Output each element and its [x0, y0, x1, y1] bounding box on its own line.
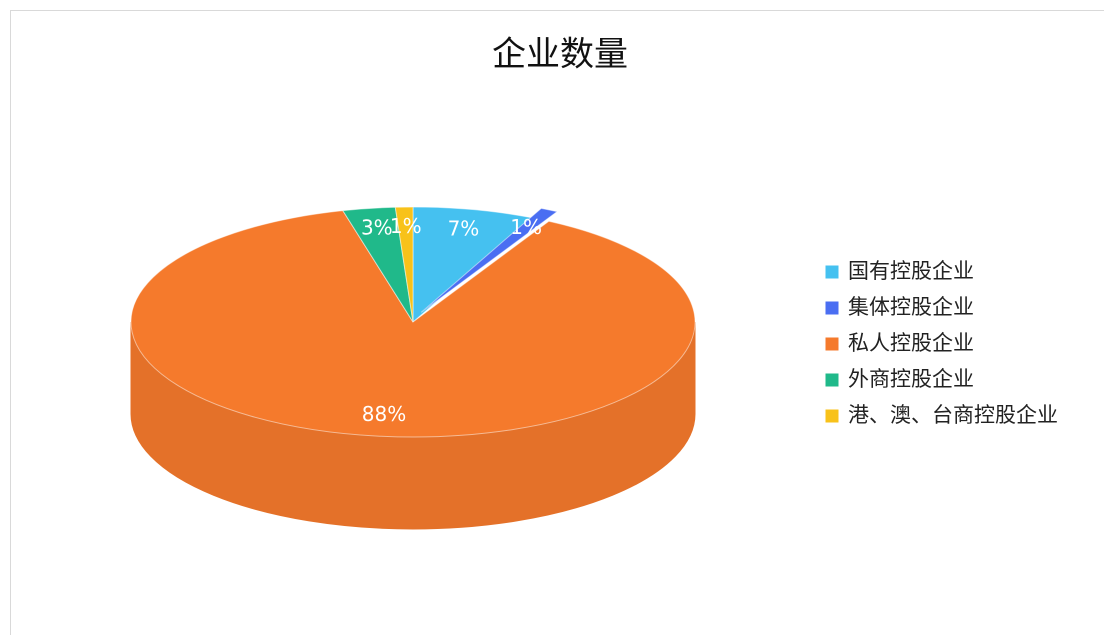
data-label: 3%	[361, 215, 393, 239]
data-label: 1%	[390, 214, 422, 238]
legend-label: 港、澳、台商控股企业	[848, 403, 1058, 427]
data-label: 7%	[448, 216, 480, 240]
legend-label: 外商控股企业	[848, 367, 974, 391]
data-label: 88%	[362, 402, 406, 426]
legend-marker	[825, 301, 839, 315]
legend-marker	[825, 373, 839, 387]
legend-label: 私人控股企业	[848, 331, 974, 355]
legend-label: 集体控股企业	[848, 295, 974, 319]
data-label: 1%	[510, 215, 542, 239]
legend-marker	[825, 337, 839, 351]
legend-marker	[825, 265, 839, 279]
legend-label: 国有控股企业	[848, 259, 974, 283]
legend-marker	[825, 409, 839, 423]
chart-title: 企业数量	[492, 35, 628, 75]
